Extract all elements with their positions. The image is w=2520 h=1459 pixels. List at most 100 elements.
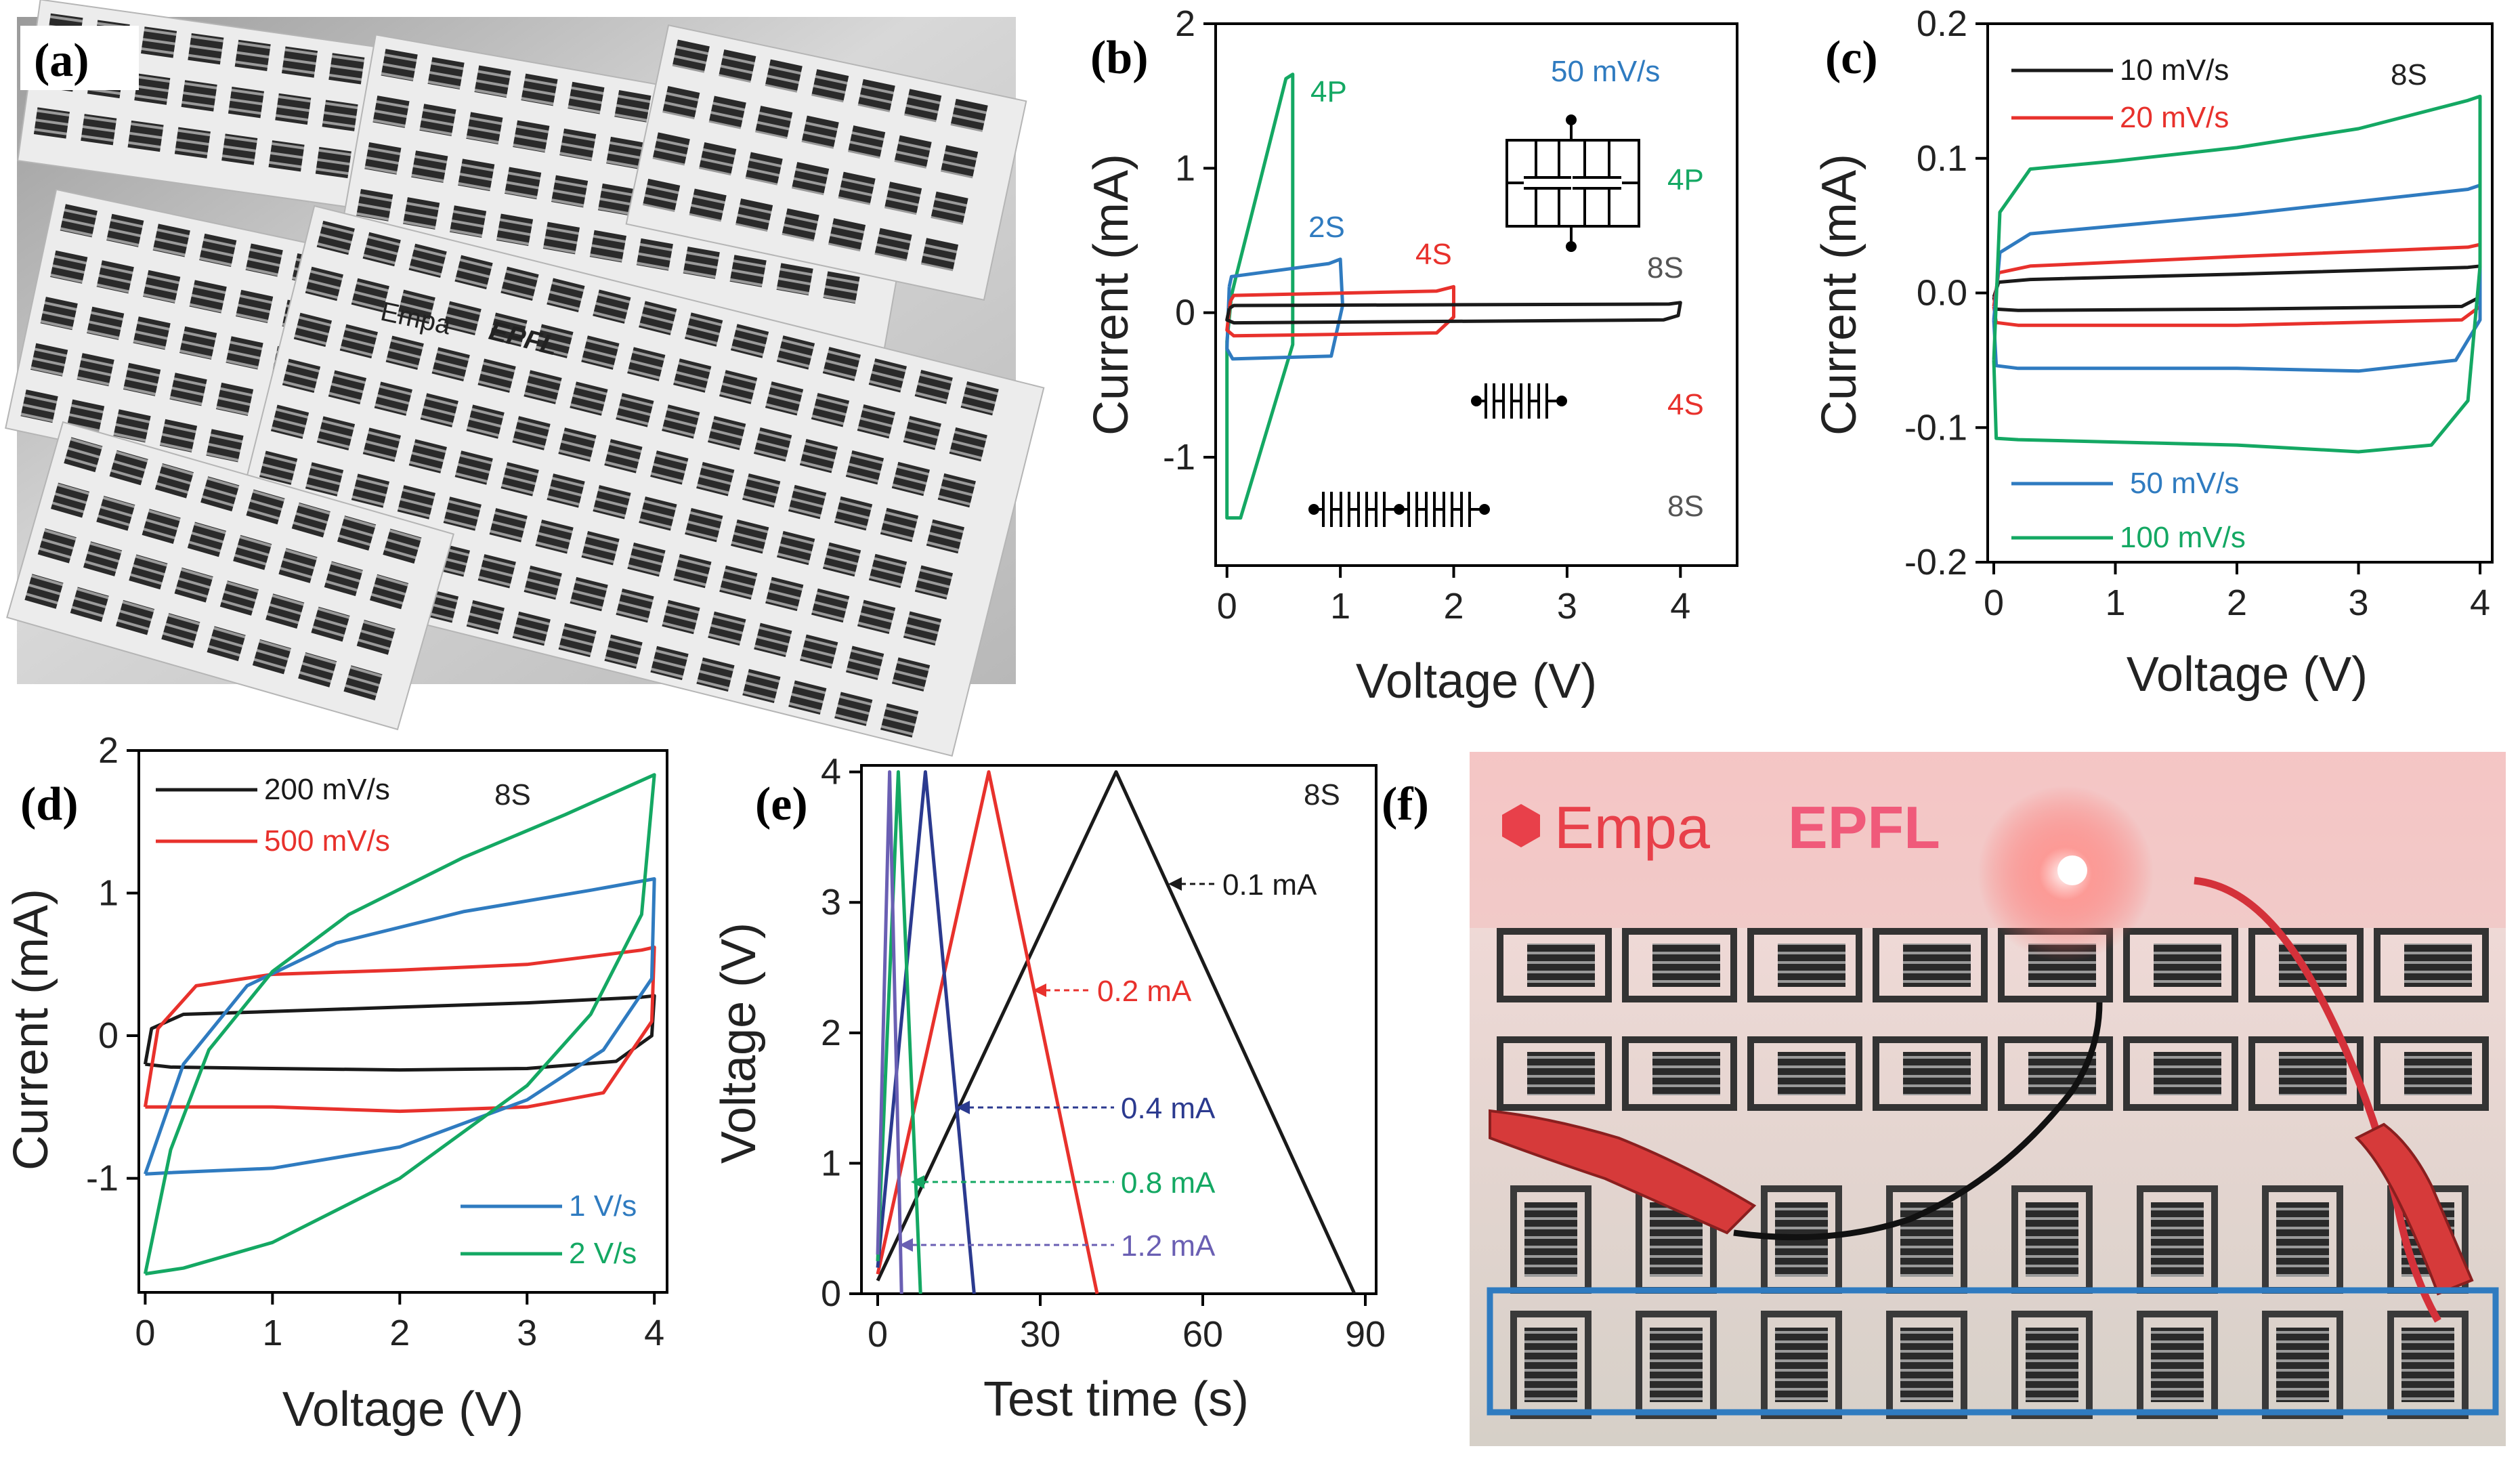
chart-e-ytick-label: 4	[821, 752, 841, 792]
chart-e-ytick-label: 3	[821, 882, 841, 923]
chart-e-annotation-arrowhead	[911, 1175, 924, 1189]
chart-b-series	[1225, 72, 1682, 520]
panel-a-label-bg	[20, 26, 139, 90]
chart-e-series-1-2-ma	[876, 770, 903, 1294]
chart-c-ytick-label: 0.2	[1917, 3, 1967, 44]
panel-a-photo: Empa EPFL (a)	[5, 0, 1045, 757]
photo-f-led	[2057, 855, 2087, 885]
chart-c-tag: 8S	[2391, 58, 2427, 91]
chart-c-xtick-label: 3	[2349, 583, 2369, 623]
photo-f-red-wire	[2194, 876, 2441, 1323]
chart-c: (c) 0 1 2 3 4 -0.2 -0.1 0.0 0.1 0.2 Voltage (V) C…	[1812, 3, 2494, 702]
chart-c-xtick-label: 0	[1984, 583, 2004, 623]
chart-b-series-8s-symbol	[1308, 492, 1490, 527]
chart-e-xtick-label: 90	[1345, 1314, 1386, 1355]
chart-b-xtick-label: 3	[1557, 586, 1577, 627]
chart-d-ylabel: Current (mA)	[4, 889, 58, 1170]
photo-f-logo-epfl: EPFL	[1788, 794, 1940, 861]
chart-d-legend-label: 1 V/s	[569, 1189, 637, 1223]
chart-d-ticks: 0 1 2 3 4 -1 0 1 2	[86, 730, 664, 1353]
chart-e-ticks: 0 30 60 90 0 1 2 3 4	[821, 752, 1386, 1355]
chart-d-xtick-label: 0	[135, 1313, 155, 1353]
chart-d-tag: 8S	[494, 778, 531, 811]
chart-d-legend-label: 500 mV/s	[264, 824, 390, 858]
chart-c-legend-label: 20 mV/s	[2120, 101, 2229, 134]
chart-b-ylabel: Current (mA)	[1084, 154, 1138, 436]
chart-d-series	[143, 773, 656, 1276]
chart-d-ytick-label: 1	[98, 873, 119, 914]
photo-f-highlight-box	[1487, 1287, 2499, 1416]
panel-f-photo: Empa EPFL (f)	[1382, 752, 2506, 1446]
chart-c-xtick-label: 4	[2470, 583, 2490, 623]
chart-c-frame	[1986, 22, 2494, 564]
chart-c-legend-label: 10 mV/s	[2120, 54, 2229, 87]
chart-e-annotation-arrowhead	[1033, 984, 1046, 997]
chart-d-xtick-label: 2	[389, 1313, 410, 1353]
chart-b-ytick-label: 1	[1175, 148, 1195, 188]
chart-c-ytick-label: -0.2	[1904, 542, 1967, 583]
chart-e-series	[876, 770, 1357, 1295]
chart-d-xtick-label: 3	[517, 1313, 537, 1353]
chart-e-ytick-label: 1	[821, 1143, 841, 1183]
chart-b-parallel-circuit-symbol	[1505, 114, 1640, 252]
photo-f-empa-logo-icon	[1502, 804, 1540, 847]
chart-b-series-8s	[1225, 301, 1682, 325]
chart-e-xtick-label: 30	[1020, 1314, 1061, 1355]
chart-e-current-label: 0.1 mA	[1222, 868, 1317, 902]
panel-label-d: (d)	[20, 778, 79, 830]
chart-c-series-20-mv-s	[1992, 242, 2482, 327]
chart-b-ytick-label: 0	[1175, 293, 1195, 333]
panel-label-a: (a)	[34, 35, 89, 87]
chart-d-series-500-mv-s	[143, 946, 656, 1114]
chart-e-current-label: 0.2 mA	[1097, 975, 1192, 1008]
chart-d-xtick-label: 4	[644, 1313, 664, 1353]
panel-label-c: (c)	[1825, 32, 1878, 84]
chart-e-series-0-4-ma	[876, 770, 976, 1294]
chart-c-legend-label: 50 mV/s	[2130, 467, 2239, 500]
chart-b-xtick-label: 1	[1330, 586, 1350, 627]
chart-c-xlabel: Voltage (V)	[2127, 648, 2368, 702]
chart-d-legend-label: 2 V/s	[569, 1237, 637, 1270]
chart-c-series	[1992, 94, 2482, 454]
chart-e-frame	[860, 764, 1378, 1295]
chart-c-legend: 10 mV/s 20 mV/s 50 mV/s 100 mV/s	[2011, 54, 2246, 554]
photo-f-black-wire	[1733, 1002, 2103, 1241]
chart-e-xlabel: Test time (s)	[983, 1372, 1249, 1426]
panel-label-b: (b)	[1090, 32, 1149, 84]
chart-b-xlabel: Voltage (V)	[1356, 654, 1597, 709]
chart-b-label-2s: 2S	[1308, 211, 1345, 244]
chart-c-xtick-label: 1	[2105, 583, 2125, 623]
chart-c-series-100-mv-s	[1992, 94, 2482, 454]
chart-c-legend-label: 100 mV/s	[2120, 521, 2246, 554]
chart-e-series-0-8-ma	[876, 770, 922, 1294]
chart-d-legend-label: 200 mV/s	[264, 773, 390, 806]
chart-b-label-4p: 4P	[1310, 75, 1347, 108]
photo-a-printed-sheets	[5, 0, 1045, 757]
chart-c-series-10-mv-s	[1992, 264, 2482, 312]
chart-d-series-2-v-s	[143, 773, 656, 1276]
chart-b-label-8s: 8S	[1647, 251, 1684, 284]
chart-d-frame	[137, 749, 668, 1294]
chart-c-ticks: 0 1 2 3 4 -0.2 -0.1 0.0 0.1 0.2	[1904, 3, 2490, 623]
chart-b-series-4s-symbol	[1471, 383, 1567, 419]
panel-label-e: (e)	[755, 778, 808, 830]
chart-b-xtick-label: 0	[1217, 586, 1237, 627]
chart-e-current-label: 0.4 mA	[1121, 1092, 1216, 1125]
photo-f-logo-empa: Empa	[1554, 794, 1710, 861]
chart-b-ticks: 0 1 2 3 4 -1 0 1 2	[1163, 3, 1690, 627]
chart-b-legend-4s: 4S	[1667, 388, 1704, 421]
chart-e-current-label: 0.8 mA	[1121, 1166, 1216, 1200]
chart-e: (e) 0 30 60 90 0 1 2 3 4 Test time (s) Voltage (…	[712, 752, 1386, 1426]
chart-b-label-4s: 4S	[1415, 238, 1452, 271]
chart-b-rate-label: 50 mV/s	[1551, 55, 1660, 88]
chart-e-current-labels: 0.1 mA 0.2 mA 0.4 mA 0.8 mA 1.2 mA	[899, 868, 1317, 1263]
photo-f-clip-right	[2354, 1122, 2474, 1296]
chart-d-series-1-v-s	[144, 877, 656, 1176]
chart-b-legend-4p: 4P	[1667, 163, 1704, 196]
chart-b-xtick-label: 2	[1443, 586, 1464, 627]
chart-e-annotation-arrowhead	[899, 1238, 913, 1252]
panel-label-f: (f)	[1382, 778, 1429, 830]
chart-d-xtick-label: 1	[262, 1313, 282, 1353]
